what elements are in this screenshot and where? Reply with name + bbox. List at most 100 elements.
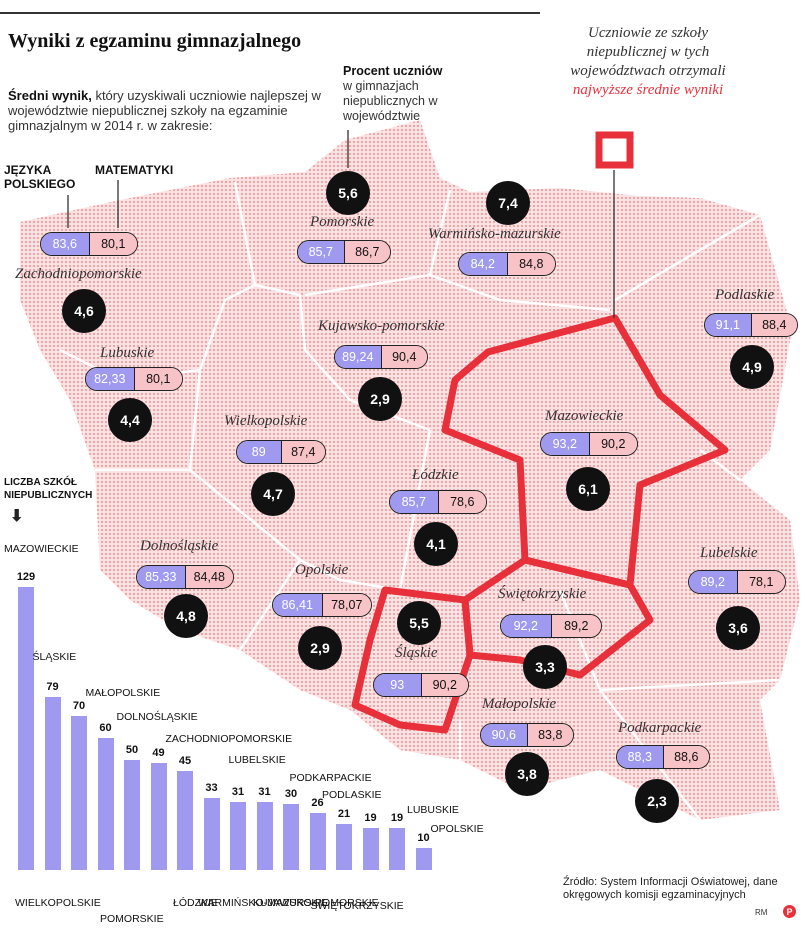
region-name-zachodniopomorskie: Zachodniopomorskie bbox=[15, 266, 142, 282]
percent-circle-slaskie: 5,5 bbox=[397, 601, 441, 645]
score-matematyka: 90,2 bbox=[588, 433, 637, 455]
region-name-podkarpackie: Podkarpackie bbox=[618, 720, 702, 736]
bar-lubuskie bbox=[389, 828, 405, 870]
region-name-lodzkie: Łódzkie bbox=[412, 467, 459, 483]
region-name-mazowieckie: Mazowieckie bbox=[545, 408, 624, 424]
score-pair-pomorskie: 85,7 86,7 bbox=[297, 240, 391, 264]
bar-label: KUJAWSKO-POMORSKIE bbox=[253, 897, 379, 909]
score-matematyka: 90,2 bbox=[420, 674, 468, 696]
bar-label: PODLASKIE bbox=[322, 789, 382, 801]
region-name-podlaskie: Podlaskie bbox=[715, 287, 775, 303]
score-polski: 93 bbox=[374, 674, 421, 696]
page-title: Wyniki z egzaminu gimnazjalnego bbox=[8, 30, 302, 52]
score-matematyka: 90,4 bbox=[380, 346, 427, 368]
procent-text: Procent uczniów w gimnazjach niepubliczn… bbox=[343, 64, 483, 124]
percent-circle-swietokrzyskie: 3,3 bbox=[523, 645, 567, 689]
score-pair-warminsko-mazurskie: 84,2 84,8 bbox=[458, 252, 556, 276]
score-pair-lodzkie: 85,7 78,6 bbox=[389, 490, 487, 514]
bar-label: PODKARPACKIE bbox=[289, 772, 372, 784]
bar-dolnoslaskie bbox=[150, 762, 167, 870]
legend-matematyka: MATEMATYKI bbox=[95, 163, 174, 177]
intro-text: Średni wynik, który uzyskiwali uczniowie… bbox=[8, 88, 328, 133]
percent-circle-mazowieckie: 6,1 bbox=[566, 467, 610, 511]
percent-circle-lubuskie: 4,4 bbox=[108, 398, 152, 442]
region-name-swietokrzyskie: Świętokrzyskie bbox=[498, 586, 587, 602]
score-pair-kujawsko-pomorskie: 89,24 90,4 bbox=[334, 345, 428, 369]
bar-lubelskie bbox=[256, 801, 273, 870]
score-polski: 90,6 bbox=[481, 724, 527, 746]
score-polski: 92,2 bbox=[501, 615, 551, 637]
logo-icon: P bbox=[783, 905, 796, 918]
score-pair-swietokrzyskie: 92,2 89,2 bbox=[500, 614, 602, 638]
bar-value: 45 bbox=[178, 755, 192, 768]
score-matematyka: 88,4 bbox=[750, 314, 797, 336]
bar-label: WARMIŃSKO-MAZURSKIE bbox=[198, 897, 329, 909]
score-pair-podkarpackie: 88,3 88,6 bbox=[616, 745, 710, 769]
down-arrow-icon: ⬇ bbox=[10, 508, 24, 525]
bar-label: ŁÓDZKIE bbox=[173, 897, 218, 909]
score-pair-lubelskie: 89,2 78,1 bbox=[688, 570, 786, 594]
annotation-text: Uczniowie ze szkoły niepublicznej w tych… bbox=[570, 25, 726, 79]
bar-slaskie bbox=[44, 696, 61, 870]
map-outline bbox=[20, 120, 800, 820]
highlight-outlines bbox=[351, 314, 729, 734]
annotation-highlight: najwyższe średnie wyniki bbox=[572, 82, 724, 98]
procent-bold: Procent uczniów bbox=[343, 64, 443, 78]
bar-value: 70 bbox=[72, 700, 86, 713]
score-matematyka: 80,1 bbox=[133, 368, 182, 390]
score-pair-opolskie: 86,41 78,07 bbox=[272, 593, 372, 617]
score-polski: 88,3 bbox=[617, 746, 663, 768]
region-name-slaskie: Śląskie bbox=[395, 645, 438, 661]
percent-circle-podlaskie: 4,9 bbox=[730, 345, 774, 389]
score-pair-mazowieckie: 93,2 90,2 bbox=[540, 432, 638, 456]
score-pair-malopolskie: 90,6 83,8 bbox=[480, 723, 574, 747]
credit: RM bbox=[755, 908, 768, 917]
region-name-opolskie: Opolskie bbox=[295, 562, 349, 578]
score-pair-zachodniopomorskie: 83,6 80,1 bbox=[40, 232, 138, 256]
percent-circle-lubelskie: 3,6 bbox=[716, 606, 760, 650]
bar-value: 21 bbox=[337, 807, 351, 820]
region-name-wielkopolskie: Wielkopolskie bbox=[224, 413, 308, 429]
top-rule bbox=[0, 12, 540, 14]
percent-circle-podkarpackie: 2,3 bbox=[635, 779, 679, 823]
bar-mazowieckie bbox=[18, 587, 34, 870]
score-polski: 89,2 bbox=[689, 571, 737, 593]
percent-circle-opolskie: 2,9 bbox=[298, 626, 342, 670]
score-matematyka: 89,2 bbox=[550, 615, 601, 637]
bar-label: OPOLSKIE bbox=[430, 823, 484, 835]
intro-bold: Średni wynik, bbox=[8, 88, 92, 103]
bar-opolskie bbox=[415, 848, 432, 870]
region-name-lubuskie: Lubuskie bbox=[100, 345, 155, 361]
bar-podlaskie bbox=[336, 823, 352, 870]
bar-value: 50 bbox=[125, 744, 139, 757]
bar-malopolskie bbox=[97, 738, 114, 870]
percent-circle-warminsko-mazurskie: 7,4 bbox=[486, 181, 530, 225]
score-pair-lubuskie: 82,33 80,1 bbox=[85, 367, 183, 391]
bar-label: ŚWIĘTOKRZYSKIE bbox=[310, 900, 404, 912]
score-polski: 89,24 bbox=[335, 346, 381, 368]
percent-circle-dolnoslaskie: 4,8 bbox=[164, 594, 208, 638]
bar-wielkopolskie bbox=[71, 716, 87, 870]
percent-circle-kujawsko-pomorskie: 2,9 bbox=[358, 377, 402, 421]
bar-value: 19 bbox=[390, 812, 404, 825]
bar-value: 33 bbox=[205, 781, 218, 794]
bar-value: 30 bbox=[284, 788, 298, 801]
bar-lodzkie bbox=[177, 771, 193, 870]
outline-slaskie bbox=[351, 586, 474, 734]
bar-kujawsko-pomorskie bbox=[283, 804, 299, 870]
bar-label: LUBELSKIE bbox=[228, 754, 286, 766]
percent-circle-lodzkie: 4,1 bbox=[414, 522, 458, 566]
percent-circle-wielkopolskie: 4,7 bbox=[251, 472, 295, 516]
score-polski: 85,33 bbox=[137, 566, 185, 588]
bar-zachodniopomorskie bbox=[203, 797, 220, 870]
score-polski: 89 bbox=[237, 441, 281, 463]
score-pair-podlaskie: 91,1 88,4 bbox=[704, 313, 798, 337]
bar-label: DOLNOŚLĄSKIE bbox=[116, 711, 198, 723]
intro-body: który uzyskiwali uczniowie najlepszej w … bbox=[8, 88, 321, 133]
bar-label: MAŁOPOLSKIE bbox=[85, 687, 161, 699]
score-matematyka: 88,6 bbox=[662, 746, 709, 768]
outline-swietokrzyskie bbox=[461, 556, 654, 679]
bar-value: 60 bbox=[99, 722, 112, 735]
bar-value: 31 bbox=[258, 785, 271, 798]
